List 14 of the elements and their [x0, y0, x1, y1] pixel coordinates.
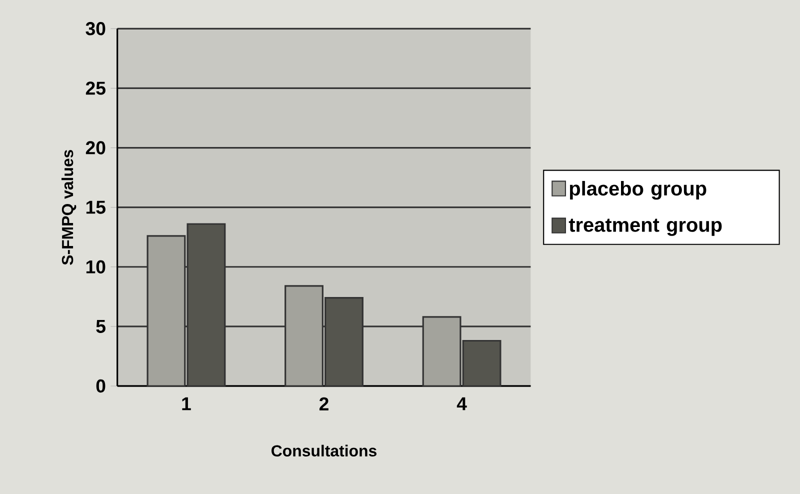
x-axis-title: Consultations: [272, 444, 376, 456]
y-tick-label: 15: [86, 200, 106, 214]
y-axis-title: S-FMPQ values: [61, 150, 76, 265]
legend-label: treatment group: [568, 218, 722, 236]
y-tick-label: 10: [86, 260, 106, 274]
x-tick-label: 4: [456, 397, 467, 410]
y-tick-label: 5: [96, 320, 106, 333]
legend-label: placebo group: [570, 180, 706, 200]
x-tick-label: 1: [182, 397, 191, 410]
y-tick-label: 25: [86, 82, 106, 95]
y-tick-label: 0: [96, 379, 106, 393]
x-tick-label: 2: [319, 397, 328, 410]
y-tick-label: 20: [86, 141, 106, 154]
y-tick-label: 30: [86, 22, 106, 36]
